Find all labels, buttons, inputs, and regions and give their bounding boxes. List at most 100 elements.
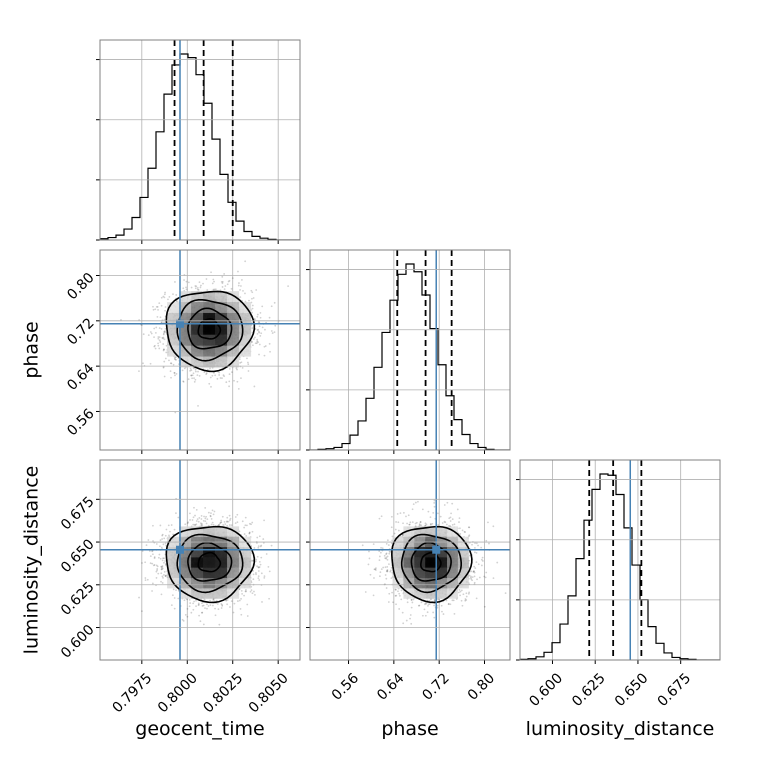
sample-point [193,380,196,383]
sample-point [246,357,248,360]
sample-point [165,351,168,354]
density-cell [239,345,252,357]
sample-point [268,597,270,600]
density-cell [203,291,216,303]
density-cell [191,302,204,313]
sample-point [181,618,184,621]
sample-point [206,607,208,610]
sample-point [177,516,180,519]
sample-point [229,517,232,520]
sample-point [258,321,261,324]
sample-point [248,532,251,534]
sample-point [163,537,166,540]
sample-point [251,592,254,595]
sample-point [257,321,260,323]
histogram-geocent_time [100,53,300,240]
sample-point [144,577,147,579]
sample-point [254,560,257,563]
sample-point [262,538,265,540]
sample-point [192,523,195,526]
sample-point [193,600,195,603]
sample-point [150,332,153,335]
sample-point [163,360,166,363]
sample-point [159,545,161,548]
sample-point [220,607,223,609]
sample-point [229,606,231,608]
sample-point [161,538,163,540]
density-cell [239,302,252,313]
sample-point [271,332,274,334]
sample-point [219,377,222,379]
sample-point [160,565,163,568]
sample-point [158,302,161,305]
sample-point [138,370,140,373]
sample-point [249,590,252,593]
sample-point [186,615,189,618]
sample-point [160,321,163,324]
sample-point [209,604,212,606]
sample-point [154,344,156,347]
sample-point [205,373,208,376]
sample-point [152,540,154,542]
sample-point [162,349,165,352]
sample-point [158,553,161,556]
sample-point [173,607,176,610]
sample-point [159,341,162,343]
sample-point [263,519,265,522]
density-cell [179,345,192,357]
density-cell [179,323,192,335]
sample-point [257,566,260,569]
sample-point [187,281,190,284]
sample-point [255,558,258,561]
sample-point [243,594,245,597]
sample-point [248,531,251,534]
contour-line [187,307,233,350]
sample-point [228,514,231,517]
sample-point [155,326,158,329]
sample-point [194,370,197,373]
sample-point [170,604,173,607]
sample-point [259,335,262,337]
sample-point [218,623,221,626]
panel-frame [309,249,511,451]
sample-point [256,338,259,341]
sample-point [159,539,162,542]
sample-point [141,550,144,552]
sample-point [158,327,161,329]
sample-point [210,271,212,274]
truth-marker [176,319,184,328]
sample-point [221,515,224,518]
sample-point [211,509,214,512]
sample-point [226,521,228,523]
sample-point [244,300,247,303]
sample-point [258,579,261,581]
sample-point [218,371,221,374]
density-cell [203,323,216,335]
sample-point [174,281,176,283]
sample-point [264,345,267,347]
sample-point [173,528,176,531]
sample-point [241,279,243,281]
sample-point [173,372,176,374]
sample-point [195,605,197,608]
sample-point [208,382,211,385]
sample-point [164,357,167,360]
sample-point [193,377,195,380]
sample-point [270,330,273,332]
sample-point [255,573,257,576]
density-cell [239,323,252,335]
sample-point [251,307,254,310]
sample-point [183,279,185,281]
density-cell [179,312,192,324]
sample-point [155,305,158,308]
sample-point [205,515,208,518]
sample-point [197,520,200,523]
sample-point [197,404,199,407]
sample-point [153,564,156,566]
sample-point [230,600,233,603]
sample-point [214,614,217,617]
sample-point [170,524,173,526]
sample-point [205,372,208,374]
sample-point [183,599,186,602]
